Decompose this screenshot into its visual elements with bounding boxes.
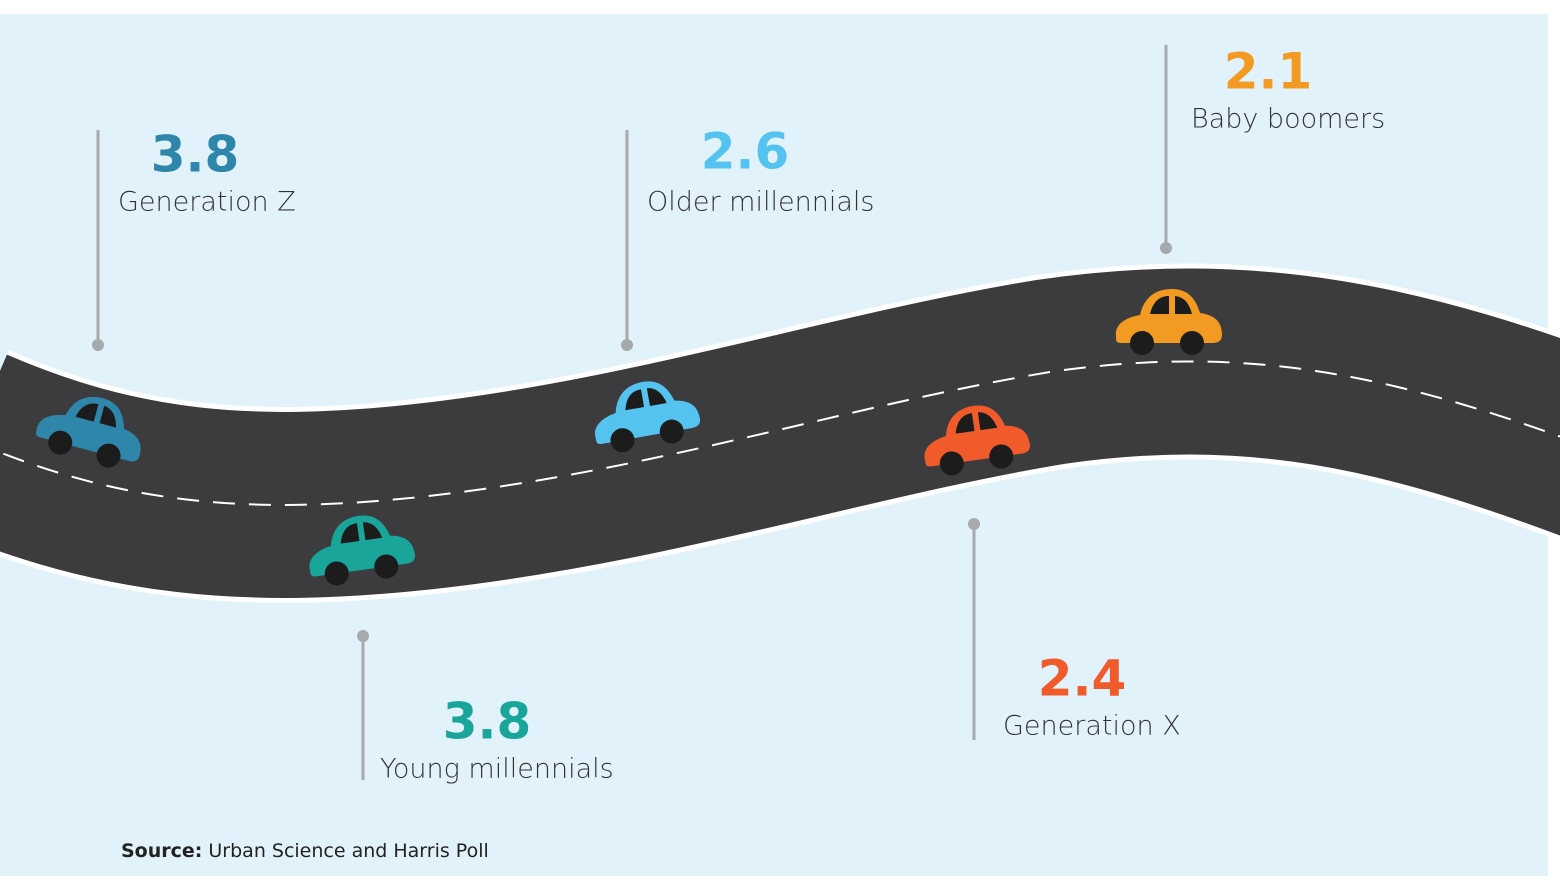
source-text: Urban Science and Harris Poll bbox=[208, 840, 488, 862]
leader-dot bbox=[92, 339, 104, 351]
value: 2.1 bbox=[1224, 43, 1313, 101]
infographic: 3.8Generation Z3.8Young millennials2.6Ol… bbox=[0, 0, 1560, 885]
value: 3.8 bbox=[443, 693, 532, 751]
group-label: Young millennials bbox=[380, 754, 614, 785]
leader-dot bbox=[357, 630, 369, 642]
group-label: Older millennials bbox=[647, 187, 874, 218]
source: Source: Urban Science and Harris Poll bbox=[121, 840, 489, 862]
source-label: Source: bbox=[121, 840, 202, 862]
group-label: Generation X bbox=[1003, 711, 1181, 742]
leader-dot bbox=[1160, 242, 1172, 254]
value: 2.6 bbox=[701, 123, 790, 181]
car-wheel bbox=[1130, 331, 1154, 355]
group-label: Baby boomers bbox=[1191, 104, 1385, 135]
value: 3.8 bbox=[151, 126, 240, 184]
value: 2.4 bbox=[1038, 650, 1127, 708]
leader-dot bbox=[968, 518, 980, 530]
group-label: Generation Z bbox=[118, 187, 296, 218]
car-wheel bbox=[1180, 331, 1204, 355]
leader-dot bbox=[621, 339, 633, 351]
page: 3.8Generation Z3.8Young millennials2.6Ol… bbox=[0, 0, 1560, 885]
